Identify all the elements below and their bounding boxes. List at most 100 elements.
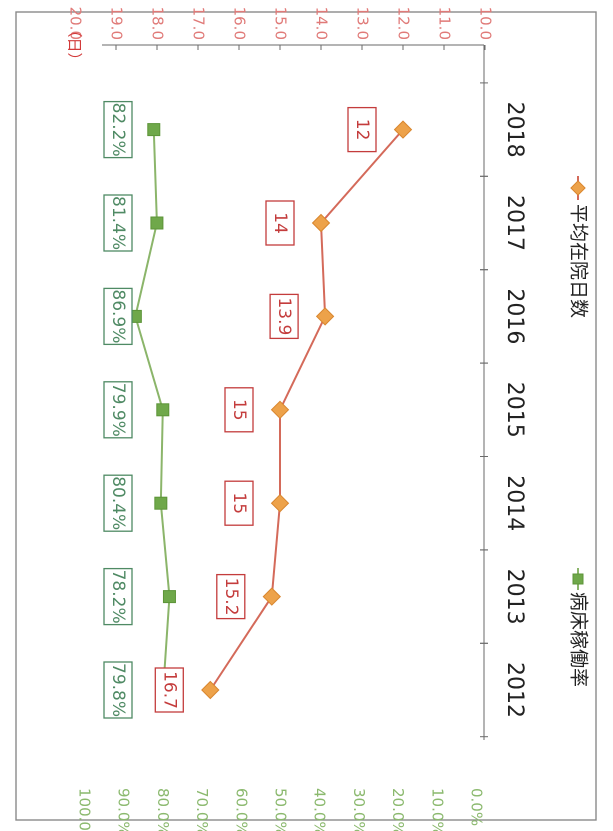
left-axis: 100.0% 90.0% 80.0% 70.0% 60.0% 50.0% 40.0% 30.0… (76, 788, 486, 831)
left-axis-tick: 20.0% (389, 788, 407, 831)
right-axis-tick: 12.0 (395, 7, 413, 40)
occupancy-point (162, 590, 176, 604)
right-axis-tick-label: 16.0 (231, 7, 249, 40)
left-axis-tick-label: 90.0% (115, 788, 133, 831)
occupancy-data-label-box (103, 567, 133, 626)
left-axis-tick-label: 40.0% (311, 788, 329, 831)
occupancy-data-label-text: 78.2% (108, 570, 128, 624)
year-label: 2016 (502, 288, 527, 344)
occupancy-data-label-box (103, 381, 133, 439)
year-label-text: 2016 (502, 288, 527, 344)
left-axis-tick: 40.0% (311, 788, 329, 831)
right-axis-tick: 19.0 (108, 7, 126, 40)
year-label: 2018 (502, 102, 527, 158)
left-axis-tick-label: 0.0% (468, 788, 486, 826)
right-axis-tick-label: 18.0 (149, 7, 167, 40)
length-of-stay-data-label-box (224, 387, 254, 433)
left-axis-tick: 60.0% (232, 788, 250, 831)
length-of-stay-data-label-text: 15.2 (221, 578, 241, 616)
occupancy-point (147, 123, 161, 137)
length-of-stay-data-label-text: 15 (229, 492, 249, 514)
length-of-stay-data-label-box (347, 106, 377, 153)
left-axis-tick-label: 70.0% (193, 788, 211, 831)
occupancy-data-label-text: 86.9% (108, 289, 128, 343)
left-axis-tick: 10.0% (428, 788, 446, 831)
right-axis-tick: 17.0 (190, 7, 208, 40)
legend-length-of-stay-marker (570, 180, 586, 196)
occupancy-point (150, 216, 164, 230)
category-ticks (480, 82, 488, 738)
length-of-stay-data-label-box (265, 200, 295, 246)
right-axis-tick-label: 19.0 (108, 7, 126, 40)
right-axis-tick-label: 20.0 (67, 7, 85, 40)
left-axis-tick-label: 30.0% (350, 788, 368, 831)
legend-length-of-stay: 平均在院日数 (568, 176, 590, 318)
occupancy-data-label: 79.8% (108, 663, 128, 717)
right-axis-tick-label: 13.0 (354, 7, 372, 40)
year-label: 2015 (502, 382, 527, 438)
year-label-text: 2012 (502, 662, 527, 718)
occupancy-data-label-text: 79.9% (108, 383, 128, 437)
occupancy-data-label: 79.9% (108, 383, 128, 437)
right-axis-tick-label: 10.0 (477, 7, 495, 40)
length-of-stay-data-label-text: 13.9 (274, 297, 294, 335)
category-labels: 2012 2013 2014 2015 2016 2017 2018 (502, 102, 527, 718)
length-of-stay-data-label-box (216, 573, 246, 620)
length-of-stay-point (393, 120, 413, 139)
occupancy-data-label-box (103, 474, 133, 532)
year-label: 2012 (502, 662, 527, 718)
length-of-stay-data-label-text: 16.7 (159, 671, 179, 709)
length-of-stay-data-label: 14 (270, 212, 290, 234)
left-axis-tick: 90.0% (115, 788, 133, 831)
occupancy-point (156, 403, 170, 417)
series-occupancy: 79.8% 78.2% 80.4% 79.9% 86.9% 81.4% 82.2% (103, 100, 176, 719)
legend-occupancy-label: 病床稼働率 (568, 592, 590, 687)
occupancy-data-label-box (103, 194, 133, 252)
right-axis-tick: 14.0 (313, 7, 331, 40)
occupancy-data-label-box (103, 661, 133, 719)
right-axis-tick-label: 15.0 (272, 7, 290, 40)
left-axis-tick-label: 50.0% (272, 788, 290, 831)
length-of-stay-point (311, 213, 331, 233)
left-axis-tick-label: 20.0% (389, 788, 407, 831)
length-of-stay-point (201, 680, 220, 700)
year-label-text: 2018 (502, 102, 527, 158)
year-label-text: 2013 (502, 569, 527, 625)
occupancy-data-label: 81.4% (108, 196, 128, 250)
occupancy-data-label-text: 80.4% (108, 476, 128, 530)
occupancy-data-label-text: 79.8% (108, 663, 128, 717)
length-of-stay-data-label: 15.2 (221, 578, 241, 616)
left-axis-tick-label: 10.0% (428, 788, 446, 831)
year-label: 2014 (502, 475, 527, 531)
year-label-text: 2017 (502, 195, 527, 251)
length-of-stay-data-label-box (269, 293, 299, 340)
left-axis-tick: 80.0% (154, 788, 172, 831)
length-of-stay-data-label: 16.7 (159, 671, 179, 709)
left-axis-tick-label: 100.0% (76, 788, 94, 831)
occupancy-data-label-text: 81.4% (108, 196, 128, 250)
length-of-stay-data-label-box (154, 667, 184, 713)
length-of-stay-point (262, 587, 281, 606)
length-of-stay-point (270, 400, 290, 419)
left-axis-tick: 70.0% (193, 788, 211, 831)
right-axis-unit: （日） (66, 22, 84, 67)
occupancy-data-label-text: 82.2% (108, 103, 128, 157)
left-axis-tick: 30.0% (350, 788, 368, 831)
legend-length-of-stay-label: 平均在院日数 (568, 204, 590, 318)
year-label-text: 2014 (502, 475, 527, 531)
length-of-stay-data-label-text: 15 (229, 399, 249, 421)
legend-occupancy-marker (572, 573, 584, 585)
legend-occupancy: 病床稼働率 (568, 568, 590, 687)
right-axis-tick: 20.0 (67, 7, 85, 40)
occupancy-data-label-box (103, 100, 133, 159)
year-label: 2017 (502, 195, 527, 251)
occupancy-data-label: 78.2% (108, 570, 128, 624)
left-axis-tick: 50.0% (272, 788, 290, 831)
left-axis-tick: 0.0% (468, 788, 486, 826)
length-of-stay-point (315, 307, 335, 326)
occupancy-data-label: 80.4% (108, 476, 128, 530)
left-axis-tick: 100.0% (76, 788, 94, 831)
left-axis-tick-label: 60.0% (232, 788, 250, 831)
right-axis-tick-label: 11.0 (436, 7, 454, 40)
